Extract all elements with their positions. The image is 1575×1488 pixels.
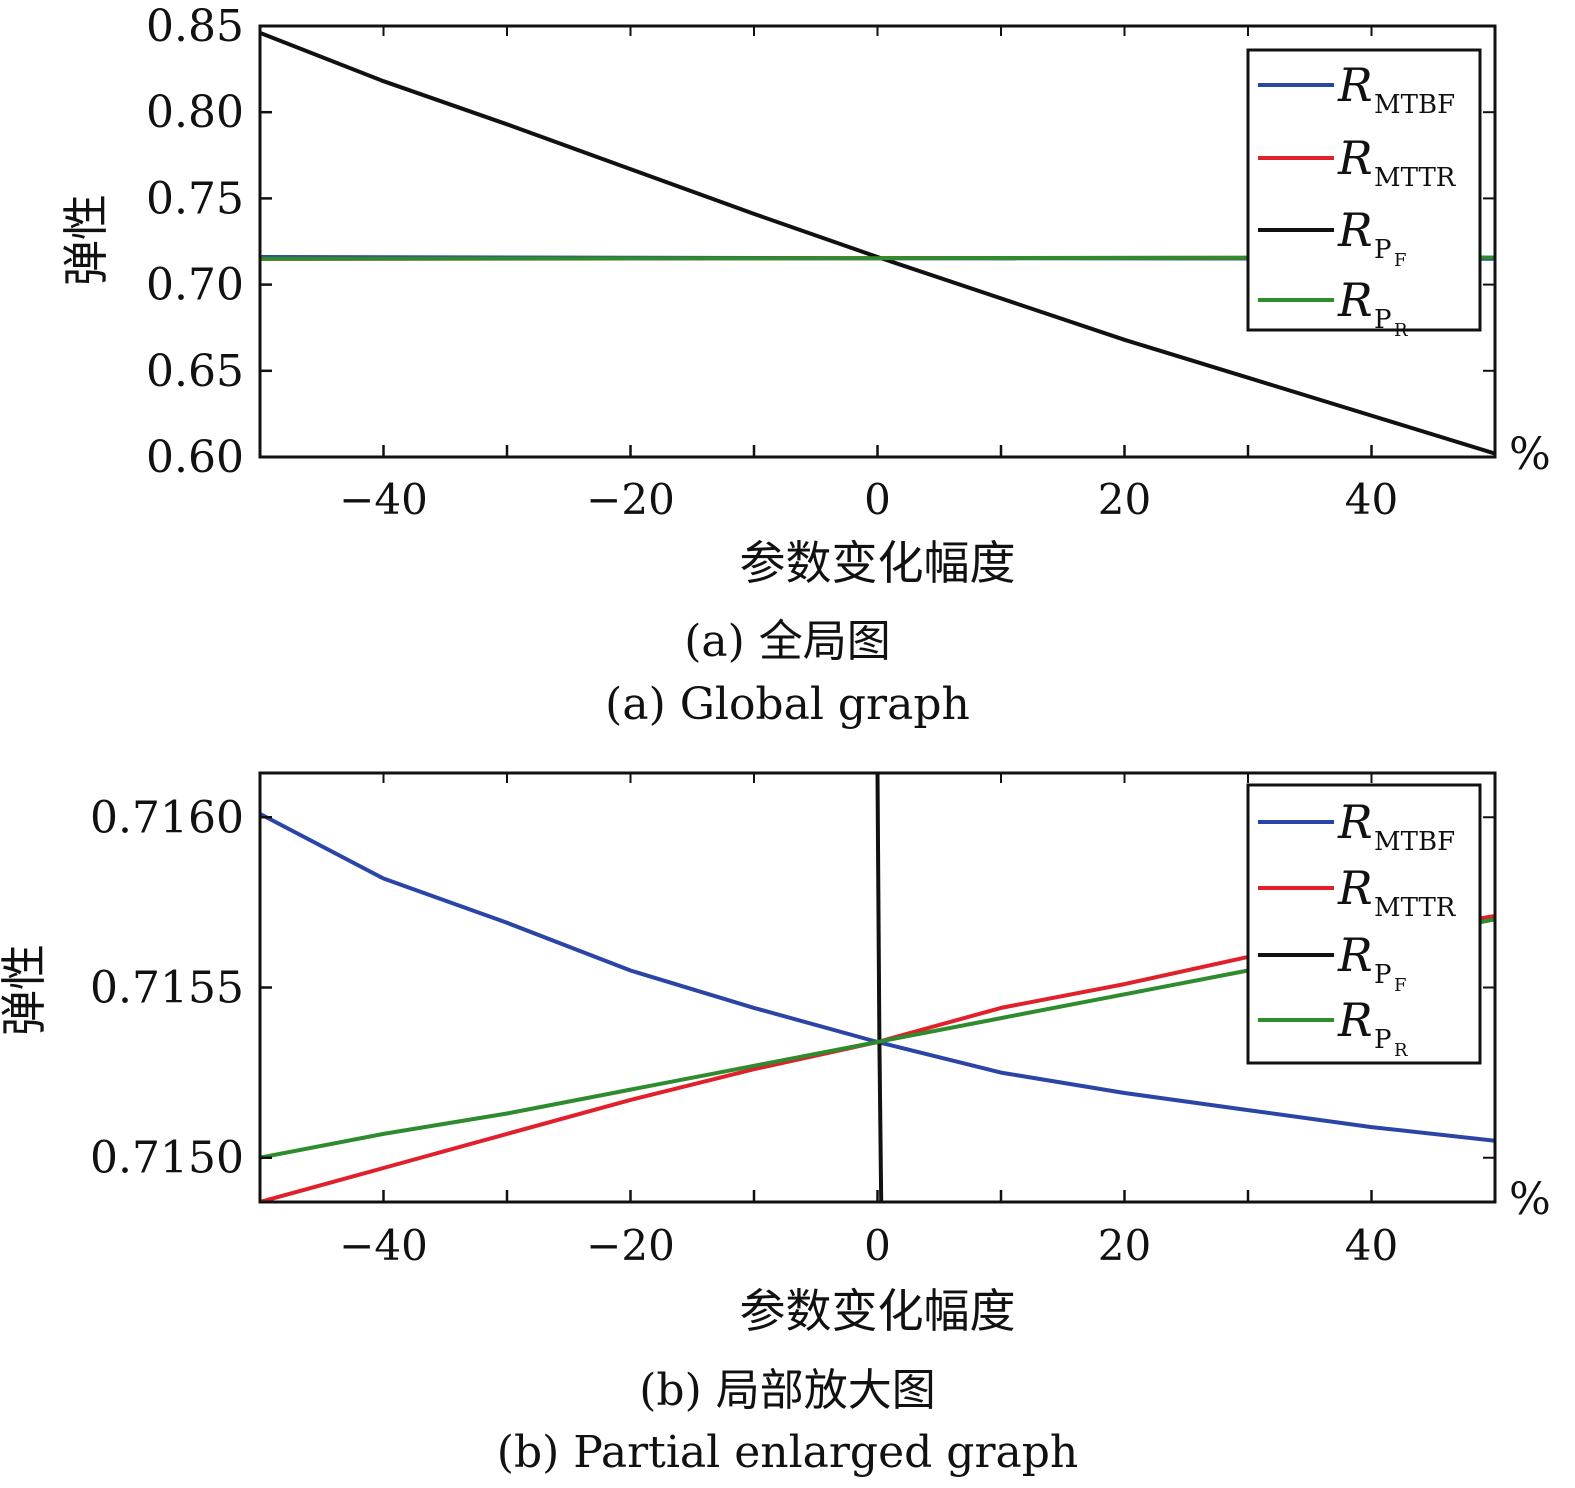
y-tick-label: 0.7150 (90, 1133, 244, 1184)
caption-b-chinese: (b) 局部放大图 (639, 1365, 936, 1416)
legend-label-sub: P (1374, 960, 1392, 990)
legend-label-main: R (1337, 795, 1373, 849)
x-axis-unit: % (1509, 1174, 1551, 1225)
x-tick-label: 0 (864, 1221, 891, 1270)
x-axis-unit: % (1509, 429, 1551, 480)
x-tick-label: −20 (586, 1221, 675, 1270)
legend-label-sub: MTTR (1374, 163, 1457, 193)
legend-label-subsub: R (1394, 320, 1408, 341)
legend-label-main: R (1337, 928, 1373, 982)
x-axis-label: 参数变化幅度 (740, 536, 1016, 590)
legend-label-main: R (1337, 131, 1373, 185)
y-tick-label: 0.7155 (90, 963, 244, 1014)
x-axis-label: 参数变化幅度 (740, 1284, 1016, 1338)
caption-a-english: (a) Global graph (605, 679, 970, 730)
y-tick-label: 0.85 (146, 1, 244, 52)
y-axis-label: 弹性 (0, 944, 51, 1036)
y-tick-label: 0.80 (146, 87, 244, 138)
legend-label-main: R (1337, 993, 1373, 1047)
x-tick-label: 0 (864, 475, 891, 524)
x-tick-label: 40 (1345, 1221, 1398, 1270)
y-tick-label: 0.70 (146, 260, 244, 311)
legend-label-sub: P (1374, 1025, 1392, 1055)
caption-a-chinese: (a) 全局图 (684, 616, 891, 667)
x-tick-label: 40 (1345, 475, 1398, 524)
caption-b-english: (b) Partial enlarged graph (496, 1427, 1079, 1478)
legend-label-main: R (1337, 861, 1373, 915)
legend-label-sub: MTBF (1374, 827, 1455, 857)
legend-label-sub: MTBF (1374, 90, 1455, 120)
x-tick-label: 20 (1098, 1221, 1151, 1270)
chart-a-global: −40 −20 0 20 40 0.60 0.65 0.70 0.75 0.80 0.85% 参数变化… (59, 1, 1551, 590)
x-tick-label: −40 (339, 1221, 428, 1270)
y-axis-label: 弹性 (59, 194, 113, 286)
legend-label-sub: MTTR (1374, 893, 1457, 923)
legend-label-subsub: R (1394, 1040, 1408, 1061)
y-tick-label: 0.65 (146, 346, 244, 397)
y-tick-label: 0.60 (146, 432, 244, 483)
legend-label-sub: P (1374, 235, 1392, 265)
legend-box (1246, 783, 1482, 1065)
legend-label-main: R (1337, 273, 1373, 327)
legend-label-main: R (1337, 203, 1373, 257)
legend-label-subsub: F (1394, 975, 1407, 996)
series-line-r-pf (875, 773, 884, 1202)
legend-box (1246, 48, 1482, 332)
legend-label-sub: P (1374, 305, 1392, 335)
x-tick-label: −20 (586, 475, 675, 524)
y-tick-label: 0.75 (146, 173, 244, 224)
y-tick-label: 0.7160 (90, 792, 244, 843)
legend-label-subsub: F (1394, 250, 1407, 271)
legend-label-main: R (1337, 58, 1373, 112)
x-tick-label: −40 (339, 475, 428, 524)
x-tick-label: 20 (1098, 475, 1151, 524)
